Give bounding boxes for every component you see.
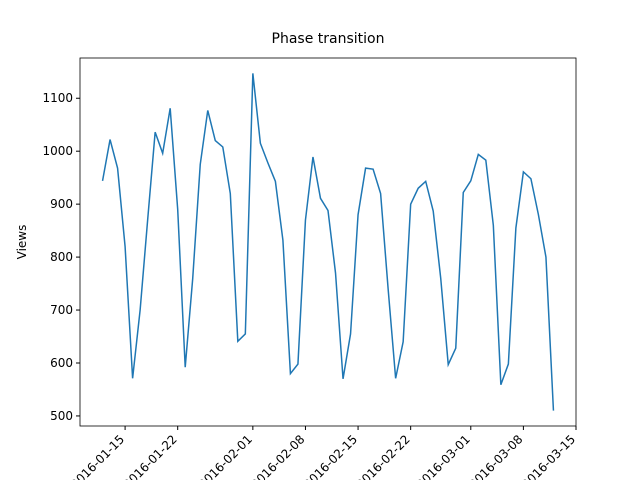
chart-title: Phase transition — [272, 31, 385, 47]
x-tick-label: 2016-02-08 — [248, 432, 307, 480]
y-tick-label: 500 — [50, 409, 73, 423]
x-tick-label: 2016-02-15 — [301, 432, 360, 480]
plot-frame — [79, 57, 577, 427]
y-axis-label: Views — [15, 225, 29, 260]
y-tick-label: 900 — [50, 197, 73, 211]
x-tick-label: 2016-01-15 — [68, 432, 127, 480]
y-tick-label: 1100 — [42, 91, 73, 105]
x-tick-label: 2016-01-22 — [121, 432, 180, 480]
x-tick-label: 2016-02-22 — [354, 432, 413, 480]
x-tick-label: 2016-03-01 — [414, 432, 473, 480]
y-tick-label: 700 — [50, 303, 73, 317]
x-tick-label: 2016-03-15 — [519, 432, 578, 480]
y-tick-label: 800 — [50, 250, 73, 264]
x-tick-label: 2016-02-01 — [196, 432, 255, 480]
y-tick-label: 1000 — [42, 144, 73, 158]
y-tick-label: 600 — [50, 356, 73, 370]
data-line — [101, 73, 555, 411]
x-tick-label: 2016-03-08 — [466, 432, 525, 480]
